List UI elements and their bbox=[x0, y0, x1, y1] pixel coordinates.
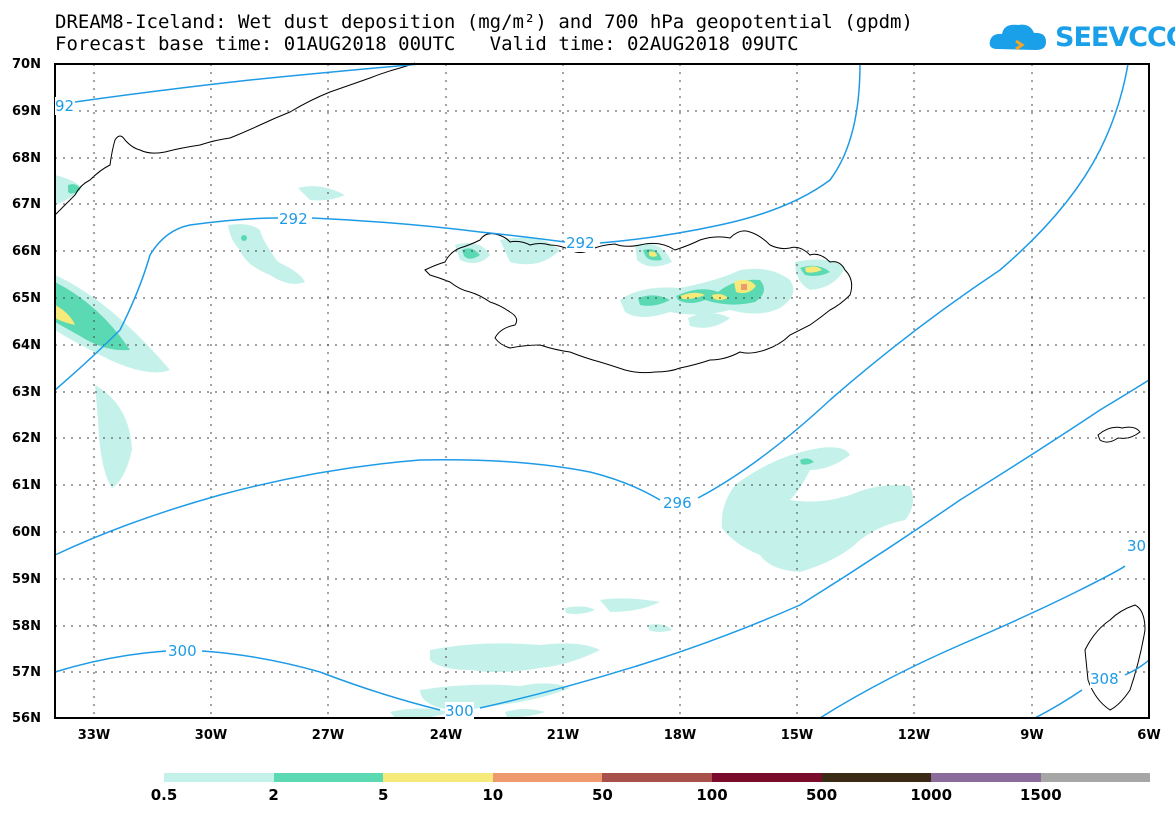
lat-label: 59N bbox=[12, 572, 41, 587]
colorbar-label: 1500 bbox=[1019, 786, 1062, 804]
colorbar-swatch bbox=[492, 773, 603, 782]
lon-label: 21W bbox=[546, 728, 580, 743]
contour-label: 292 bbox=[566, 234, 595, 252]
contour-label: 308 bbox=[1090, 670, 1119, 688]
lon-label: 12W bbox=[897, 728, 931, 743]
colorbar-swatch bbox=[383, 773, 493, 782]
lon-label: 6W bbox=[1137, 728, 1161, 743]
colorbar-swatch bbox=[931, 773, 1041, 782]
plot-frame bbox=[54, 63, 1150, 719]
lon-label: 9W bbox=[1020, 728, 1044, 743]
colorbar-label: 2 bbox=[268, 786, 279, 804]
map-title: DREAM8-Iceland: Wet dust deposition (mg/… bbox=[55, 11, 913, 33]
lat-label: 58N bbox=[12, 619, 41, 634]
contour-label: 296 bbox=[663, 494, 692, 512]
lon-label: 18W bbox=[663, 728, 697, 743]
lat-label: 57N bbox=[12, 665, 41, 680]
lat-label: 68N bbox=[12, 151, 41, 166]
dust-deposition-field bbox=[55, 175, 914, 719]
lat-label: 65N bbox=[12, 291, 41, 306]
lat-label: 67N bbox=[12, 197, 41, 212]
colorbar-label: 10 bbox=[482, 786, 504, 804]
lat-label: 62N bbox=[12, 431, 41, 446]
contour-label: 292 bbox=[279, 210, 308, 228]
colorbar-swatch bbox=[273, 773, 384, 782]
colorbar-swatch bbox=[712, 773, 822, 782]
colorbar-label: 50 bbox=[591, 786, 613, 804]
contour-label: 30 bbox=[1127, 537, 1147, 555]
lat-label: 61N bbox=[12, 478, 41, 493]
coastlines bbox=[54, 62, 1146, 711]
graticule bbox=[55, 64, 1149, 718]
lat-label: 70N bbox=[12, 57, 41, 72]
lon-label: 24W bbox=[429, 728, 463, 743]
colorbar-swatch bbox=[821, 773, 932, 782]
lon-label: 33W bbox=[77, 728, 111, 743]
colorbar-label: 0.5 bbox=[150, 786, 178, 804]
lat-label: 69N bbox=[12, 104, 41, 119]
contour-label: 92 bbox=[55, 97, 75, 115]
colorbar-swatch bbox=[164, 773, 274, 782]
contour-label: 300 bbox=[445, 702, 474, 720]
colorbar-label: 500 bbox=[805, 786, 838, 804]
colorbar-label: 100 bbox=[696, 786, 728, 804]
colorbar-label: 5 bbox=[377, 786, 389, 804]
geopotential-contours bbox=[54, 63, 1150, 719]
lon-label: 30W bbox=[194, 728, 228, 743]
colorbar-label: 1000 bbox=[910, 786, 953, 804]
map-subtitle: Forecast base time: 01AUG2018 00UTC Vali… bbox=[55, 33, 799, 55]
lat-label: 64N bbox=[12, 338, 41, 353]
map-plot bbox=[54, 62, 1150, 719]
lat-label: 56N bbox=[12, 711, 41, 726]
contour-label: 300 bbox=[168, 642, 197, 660]
lat-label: 66N bbox=[12, 244, 41, 259]
lat-label: 60N bbox=[12, 525, 41, 540]
cloud-icon bbox=[989, 24, 1046, 51]
lon-label: 15W bbox=[780, 728, 814, 743]
lat-label: 63N bbox=[12, 385, 41, 400]
colorbar-swatch bbox=[602, 773, 712, 782]
lon-label: 27W bbox=[311, 728, 345, 743]
colorbar-swatch bbox=[1040, 773, 1151, 782]
logo-text: SEEVCCC bbox=[1055, 22, 1175, 53]
